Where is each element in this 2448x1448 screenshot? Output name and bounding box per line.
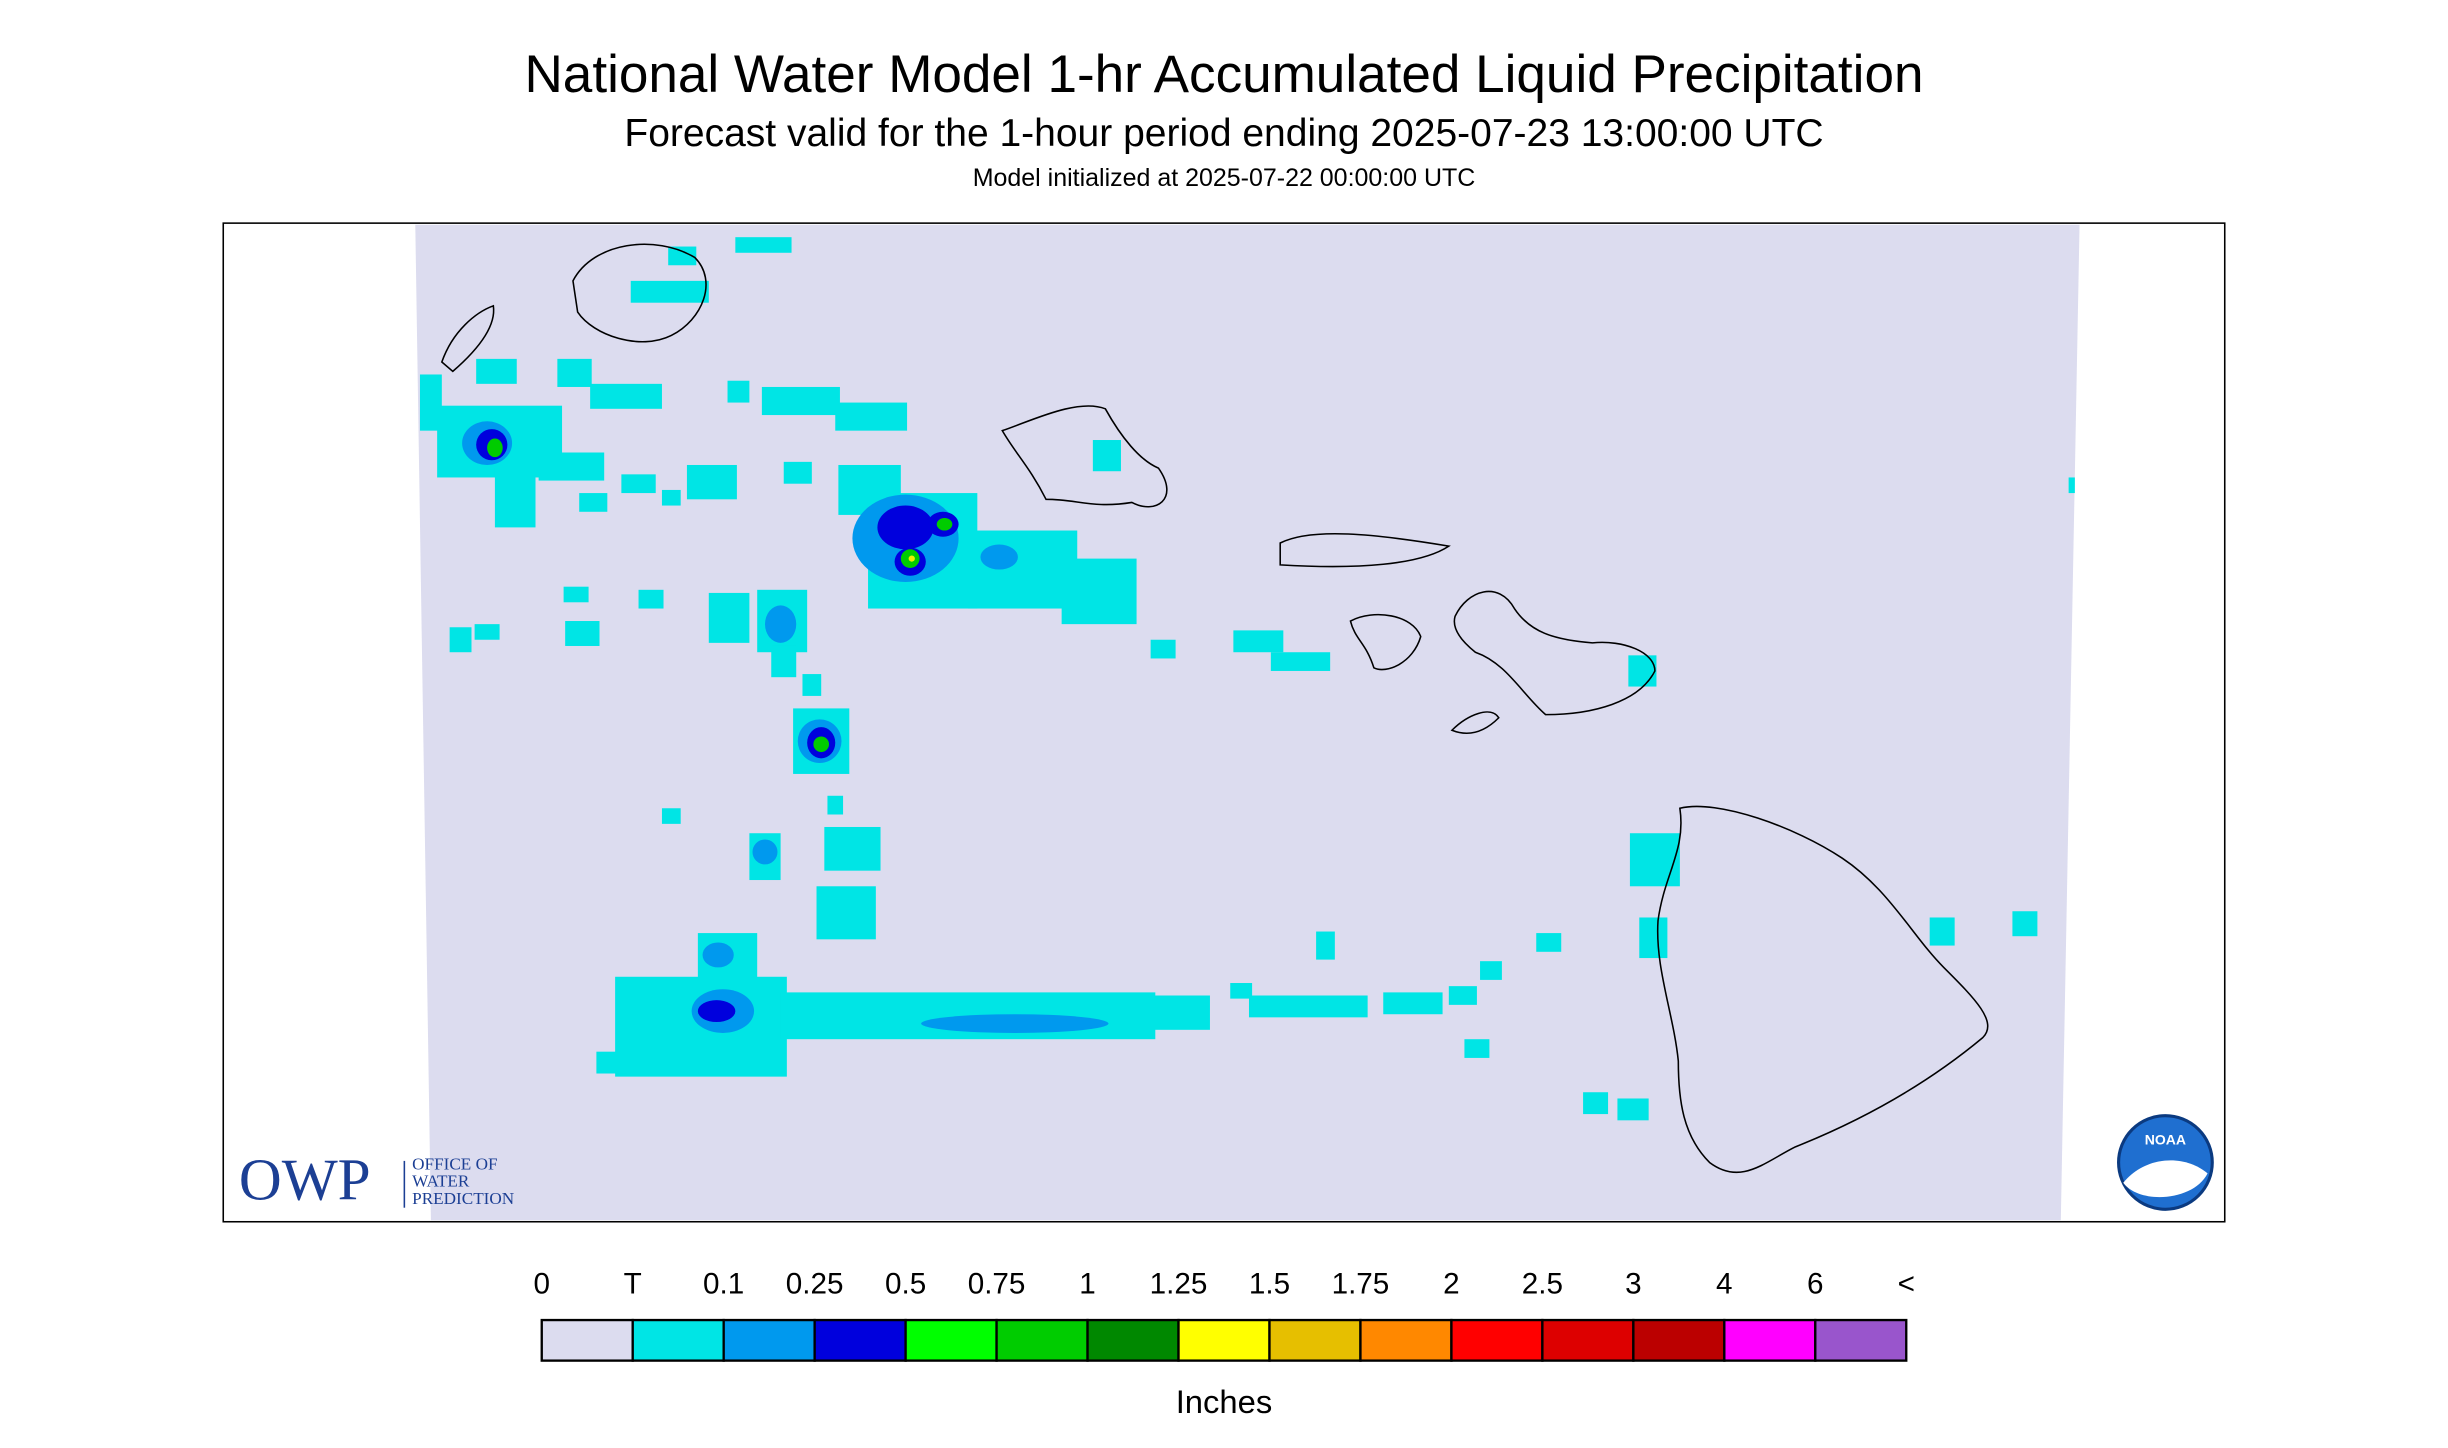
legend-swatch — [540, 1318, 634, 1362]
legend: 0 T 0.1 0.25 0.5 0.75 1 1.25 1.5 1.75 2 2.5 3 4 6 < — [533, 1268, 1915, 1362]
legend-label: 1 — [1079, 1268, 1096, 1301]
legend-swatch — [1450, 1318, 1544, 1362]
legend-swatch — [1359, 1318, 1453, 1362]
subtitle: Forecast valid for the 1-hour period end… — [624, 112, 1823, 155]
legend-label: 4 — [1716, 1268, 1733, 1301]
legend-swatch — [1086, 1318, 1180, 1362]
owp-logo: OWP OFFICE OF WATER PREDICTION — [239, 1146, 514, 1212]
legend-label: 6 — [1807, 1268, 1824, 1301]
owp-logo-line: WATER — [412, 1172, 470, 1191]
legend-unit: Inches — [1176, 1383, 1273, 1420]
legend-swatch — [1723, 1318, 1817, 1362]
legend-label: 1.25 — [1150, 1268, 1208, 1301]
legend-label: 1.5 — [1249, 1268, 1290, 1301]
coastlines — [440, 243, 1989, 1174]
model-domain — [415, 224, 2080, 1221]
legend-swatch — [1177, 1318, 1271, 1362]
legend-swatch — [1541, 1318, 1635, 1362]
legend-label: 1.75 — [1332, 1268, 1390, 1301]
legend-label: 0.75 — [968, 1268, 1026, 1301]
noaa-logo-text: NOAA — [2145, 1131, 2186, 1147]
legend-label: 0.5 — [885, 1268, 926, 1301]
legend-label: 2 — [1443, 1268, 1460, 1301]
legend-swatch — [1632, 1318, 1726, 1362]
legend-label: T — [624, 1268, 642, 1301]
legend-label: 0.1 — [703, 1268, 744, 1301]
noaa-logo: NOAA — [2117, 1114, 2214, 1211]
legend-swatch — [995, 1318, 1089, 1362]
legend-label: 2.5 — [1522, 1268, 1563, 1301]
precipitation — [419, 237, 2075, 1121]
legend-swatch — [631, 1318, 725, 1362]
map: OWP OFFICE OF WATER PREDICTION NOAA — [222, 222, 2226, 1223]
legend-swatch — [904, 1318, 998, 1362]
legend-label: 0 — [533, 1268, 550, 1301]
legend-swatch — [1814, 1318, 1908, 1362]
title: National Water Model 1-hr Accumulated Li… — [525, 45, 1924, 104]
owp-logo-text: OWP — [239, 1146, 371, 1212]
owp-logo-line: PREDICTION — [412, 1189, 514, 1208]
legend-label: 3 — [1625, 1268, 1642, 1301]
legend-swatch — [722, 1318, 816, 1362]
legend-swatch — [1268, 1318, 1362, 1362]
legend-swatch — [813, 1318, 907, 1362]
legend-label: 0.25 — [786, 1268, 844, 1301]
legend-label: < — [1898, 1268, 1915, 1301]
init-time: Model initialized at 2025-07-22 00:00:00… — [973, 164, 1476, 192]
owp-logo-line: OFFICE OF — [412, 1155, 497, 1174]
